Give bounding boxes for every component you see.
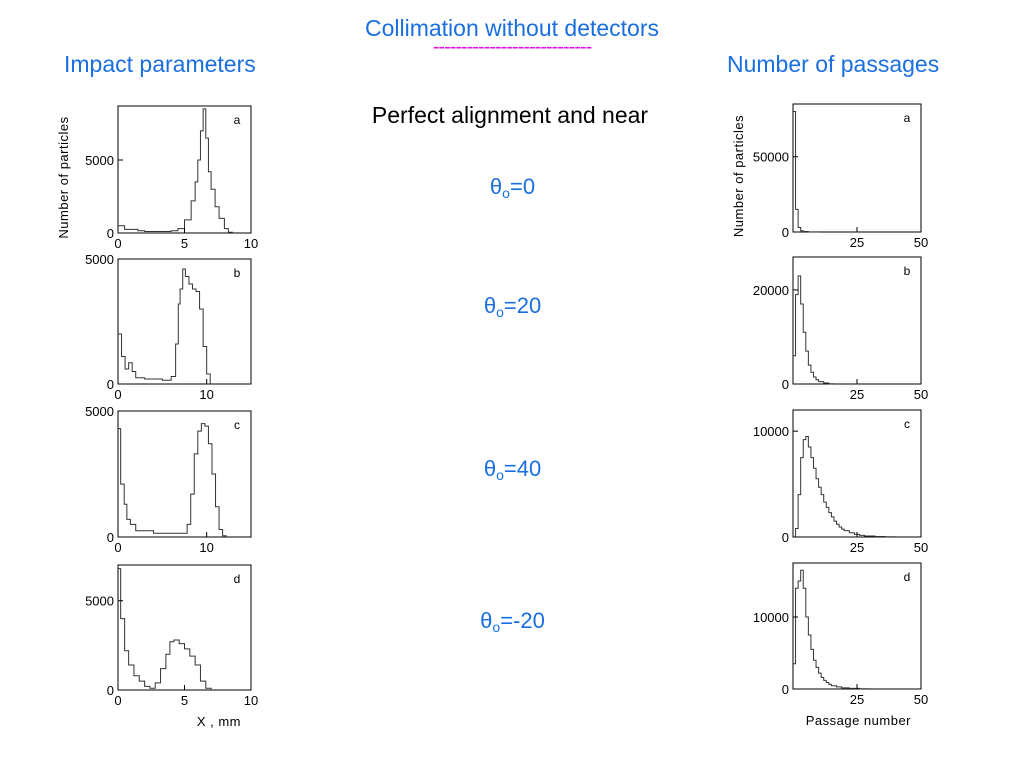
passages-c-ytick-label: 0 xyxy=(782,530,789,545)
passages-c-panel-letter: c xyxy=(904,417,910,431)
subtitle: Perfect alignment and near xyxy=(371,102,649,128)
passages-b-frame xyxy=(792,256,922,385)
passages-b-xtick-label: 50 xyxy=(914,387,928,402)
passages-a-histogram xyxy=(793,111,820,233)
passages-d-xlabel: Passage number xyxy=(806,713,911,728)
passages-b-panel-letter: b xyxy=(904,264,911,278)
impact-d-ytick-label: 5000 xyxy=(85,594,114,609)
passages-c-ytick-label: 10000 xyxy=(753,424,789,439)
title-underline-dashes: ---------------------------- xyxy=(432,36,592,58)
impact-b-xtick-label: 10 xyxy=(199,387,213,402)
impact-a-xtick-label: 0 xyxy=(114,236,121,251)
impact-c-frame xyxy=(117,410,252,538)
impact-c-panel: 0 10 0 5000 c xyxy=(85,404,252,555)
passages-d-histogram xyxy=(793,569,871,690)
impact-b-xtick-label: 0 xyxy=(114,387,121,402)
passages-b-panel: 25 50 0 20000 b xyxy=(753,256,928,402)
impact-c-xtick-label: 10 xyxy=(199,540,213,555)
impact-a-xtick-label: 5 xyxy=(181,236,188,251)
impact-b-panel-letter: b xyxy=(234,266,241,280)
passages-a-ytick-label: 50000 xyxy=(753,150,789,165)
impact-b-histogram xyxy=(118,268,211,384)
passages-c-xtick-label: 25 xyxy=(850,540,864,555)
passages-b-xtick-label: 25 xyxy=(850,387,864,402)
impact-a-ytick-label: 0 xyxy=(107,226,114,241)
passages-a-ytick-label: 0 xyxy=(782,225,789,240)
passages-d-panel: 25 50 0 10000 d Passage number xyxy=(753,562,928,728)
passages-d-ytick-label: 10000 xyxy=(753,610,789,625)
impact-a-frame xyxy=(117,105,252,234)
passages-d-xtick-label: 50 xyxy=(914,692,928,707)
theta-label-d: θo=-20 xyxy=(480,608,545,635)
theta-label-a: θo=0 xyxy=(489,174,536,201)
right-heading: Number of passages xyxy=(727,51,940,77)
impact-c-xtick-label: 0 xyxy=(114,540,121,555)
impact-d-ytick-label: 0 xyxy=(107,683,114,698)
impact-c-panel-letter: c xyxy=(234,418,240,432)
passages-b-ytick-label: 20000 xyxy=(753,283,789,298)
impact-d-xlabel: X , mm xyxy=(197,714,241,729)
impact-a-ylabel: Number of particles xyxy=(56,116,71,238)
passages-c-xtick-label: 50 xyxy=(914,540,928,555)
impact-b-ytick-label: 0 xyxy=(107,377,114,392)
impact-d-panel-letter: d xyxy=(234,572,241,586)
theta-label-c: θo=40 xyxy=(483,456,542,483)
impact-a-ytick-label: 5000 xyxy=(85,153,114,168)
impact-a-histogram xyxy=(118,108,233,233)
passages-a-panel-letter: a xyxy=(904,111,911,125)
passages-b-ytick-label: 0 xyxy=(782,377,789,392)
passages-c-panel: 25 50 0 10000 c xyxy=(753,409,928,555)
impact-b-frame xyxy=(117,258,252,385)
passages-d-frame xyxy=(792,562,922,690)
page-title: Collimation without detectors xyxy=(364,15,660,41)
passages-a-panel: 25 50 0 50000 a Number of particles xyxy=(731,103,928,250)
passages-a-ylabel: Number of particles xyxy=(731,115,746,237)
theta-label-b: θo=20 xyxy=(483,293,542,320)
impact-d-histogram xyxy=(118,568,212,690)
impact-d-xtick-label: 10 xyxy=(244,693,258,708)
passages-a-frame xyxy=(792,103,922,233)
impact-c-ytick-label: 5000 xyxy=(85,404,114,419)
impact-c-ytick-label: 0 xyxy=(107,530,114,545)
passages-a-xtick-label: 25 xyxy=(850,235,864,250)
impact-a-panel-letter: a xyxy=(234,113,241,127)
impact-d-xtick-label: 0 xyxy=(114,693,121,708)
passages-c-histogram xyxy=(793,435,896,538)
impact-a-panel: 0 5 10 0 5000 a Number of particles xyxy=(56,105,258,251)
impact-d-frame xyxy=(117,564,252,691)
impact-a-xtick-label: 10 xyxy=(244,236,258,251)
passages-b-histogram xyxy=(793,275,835,385)
passages-d-xtick-label: 25 xyxy=(850,692,864,707)
impact-b-ytick-label: 5000 xyxy=(85,252,114,267)
impact-d-panel: 0 5 10 0 5000 d X , mm xyxy=(85,564,258,729)
impact-d-xtick-label: 5 xyxy=(181,693,188,708)
passages-c-frame xyxy=(792,409,922,538)
passages-d-ytick-label: 0 xyxy=(782,682,789,697)
passages-d-panel-letter: d xyxy=(904,570,911,584)
impact-b-panel: 0 10 0 5000 b xyxy=(85,252,252,402)
left-heading: Impact parameters xyxy=(64,51,256,77)
passages-a-xtick-label: 50 xyxy=(914,235,928,250)
impact-c-histogram xyxy=(118,423,227,537)
